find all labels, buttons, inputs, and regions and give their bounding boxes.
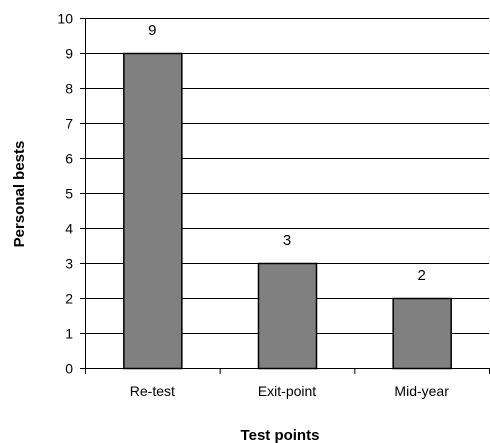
y-tick-label-7: 7 xyxy=(65,116,73,132)
x-tick-label-1: Exit-point xyxy=(258,383,316,399)
bar-mid-year xyxy=(392,297,452,370)
y-tick-labels: 0 1 2 3 4 5 6 7 8 9 10 xyxy=(57,11,73,377)
y-tick-label-6: 6 xyxy=(65,151,73,167)
x-tick-label-0: Re-test xyxy=(130,383,175,399)
bars xyxy=(123,52,452,370)
axes xyxy=(80,18,490,374)
y-tick-label-8: 8 xyxy=(65,81,73,97)
x-tick-labels: Re-test Exit-point Mid-year xyxy=(130,383,449,399)
data-label-0: 9 xyxy=(148,22,156,39)
bar-re-test xyxy=(123,52,183,370)
bar-exit-point xyxy=(257,262,318,370)
y-tick-label-9: 9 xyxy=(65,46,73,62)
y-tick-label-2: 2 xyxy=(65,291,73,307)
data-label-1: 3 xyxy=(283,232,291,249)
y-tick-label-5: 5 xyxy=(65,186,73,202)
y-tick-label-4: 4 xyxy=(65,221,73,237)
data-labels: 9 3 2 xyxy=(148,22,426,284)
y-axis-title: Personal bests xyxy=(11,141,28,248)
x-tick-label-2: Mid-year xyxy=(394,383,449,399)
y-tick-label-10: 10 xyxy=(57,11,73,27)
y-tick-label-0: 0 xyxy=(65,361,73,377)
data-label-2: 2 xyxy=(417,267,425,284)
y-tick-label-1: 1 xyxy=(65,326,73,342)
x-axis-title: Test points xyxy=(241,427,320,443)
y-tick-label-3: 3 xyxy=(65,256,73,272)
